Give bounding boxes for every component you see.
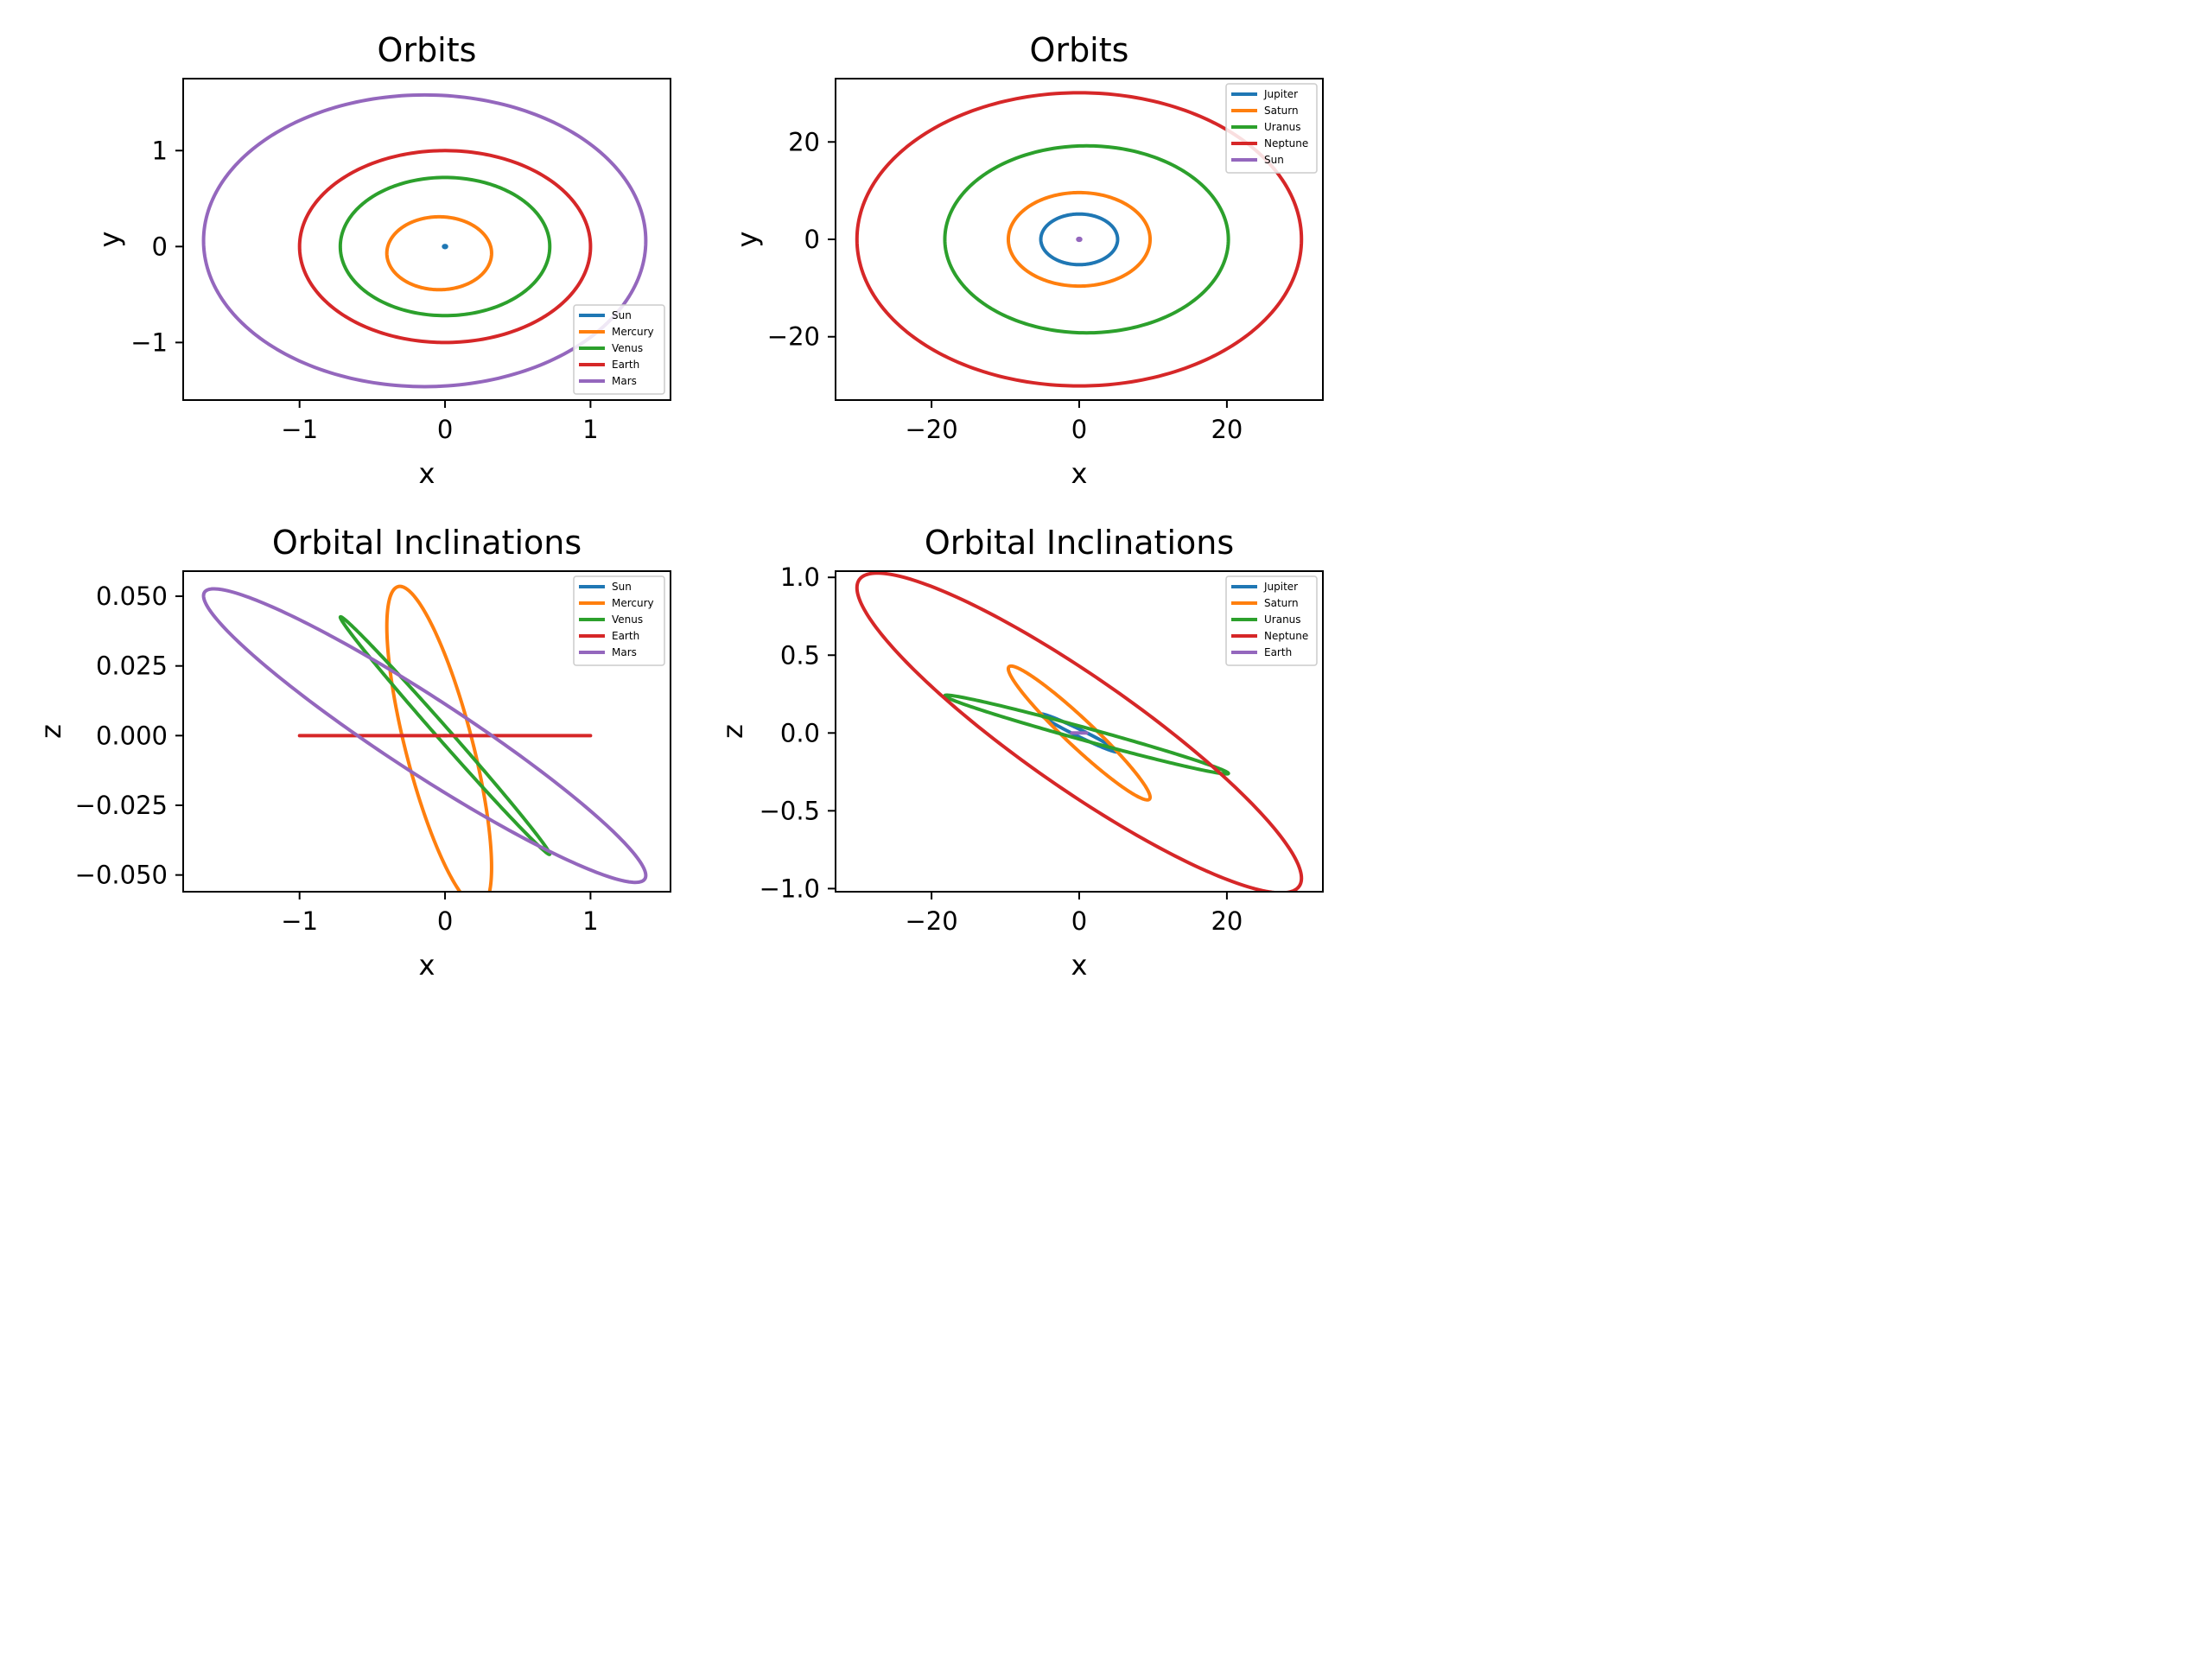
legend: Jupiter Saturn Uranus Neptune Earth [1225, 575, 1318, 666]
chart-title: Orbital Inclinations [272, 524, 582, 562]
y-axis-label: z [35, 724, 67, 739]
chart-title: Orbital Inclinations [925, 524, 1234, 562]
x-axis-label: x [1071, 457, 1088, 490]
legend: Sun Mercury Venus Earth Mars [573, 575, 665, 666]
subplot-inner-xz: −1 0 1 −0.050 −0.025 0.000 0.025 0.050 Orbital I… [35, 524, 671, 982]
x-tick-label: 0 [1071, 906, 1087, 936]
legend-entry-mercury: Mercury [612, 326, 654, 338]
series-line-uranus [943, 693, 1230, 776]
x-tick-label: 0 [1071, 415, 1087, 444]
y-tick-label: −1 [130, 327, 168, 357]
y-tick-label: 20 [788, 127, 820, 156]
y-tick-label: −0.025 [75, 791, 168, 820]
y-tick-label: 1 [152, 136, 168, 165]
y-tick-label: 0 [152, 232, 168, 261]
legend-box [573, 575, 665, 666]
x-axis-label: x [419, 457, 435, 490]
legend-entry-neptune: Neptune [1264, 630, 1308, 642]
x-axis-label: x [419, 949, 435, 982]
x-tick-label: 0 [437, 415, 453, 444]
axes-frame [182, 570, 671, 893]
legend-entry-neptune: Neptune [1264, 137, 1308, 149]
legend-entry-uranus: Uranus [1264, 121, 1301, 133]
legend-entry-mars: Mars [612, 646, 637, 658]
y-tick-label: 0.5 [780, 640, 820, 670]
legend-entry-mars: Mars [612, 375, 637, 387]
x-tick-label: 20 [1211, 906, 1243, 936]
series-line-sun [442, 244, 448, 250]
series-line-neptune [855, 91, 1304, 388]
x-tick-label: 1 [582, 906, 598, 936]
legend-entry-sun: Sun [1264, 154, 1284, 166]
series-line-mercury [385, 584, 493, 892]
y-tick-label: −0.5 [760, 796, 820, 825]
y-tick-label: −20 [767, 322, 820, 352]
y-axis-label: z [716, 724, 749, 739]
series-line-saturn [1006, 190, 1153, 289]
series-line-mercury [385, 214, 493, 292]
series-line-jupiter [1039, 212, 1120, 267]
legend-entry-venus: Venus [612, 342, 643, 354]
series-line-neptune [855, 571, 1304, 892]
x-tick-label: −20 [905, 906, 957, 936]
y-axis-label: y [93, 232, 126, 248]
legend-entry-jupiter: Jupiter [1263, 581, 1298, 593]
series-group [855, 571, 1304, 892]
y-tick-label: −1.0 [760, 874, 820, 903]
legend-entry-venus: Venus [612, 613, 643, 626]
legend-entry-saturn: Saturn [1264, 105, 1299, 117]
series-group [201, 584, 648, 892]
legend-entry-jupiter: Jupiter [1263, 88, 1298, 100]
axes-frame [182, 78, 671, 401]
series-line-earth [297, 149, 593, 345]
y-tick-label: 0 [804, 225, 820, 254]
figure: −1 0 1 −1 0 1 Orbits x y Sun Mercury Venus Earth Mars… [0, 0, 1348, 1011]
legend: Sun Mercury Venus Earth Mars [573, 304, 665, 395]
x-tick-label: −1 [281, 415, 318, 444]
y-tick-label: 0.0 [780, 718, 820, 747]
y-tick-label: 0.050 [96, 582, 168, 611]
series-line-uranus [943, 143, 1230, 335]
x-tick-label: 20 [1211, 415, 1243, 444]
series-line-venus [338, 175, 552, 318]
chart-title: Orbits [1030, 31, 1129, 69]
series-group [855, 91, 1304, 388]
legend-entry-earth: Earth [612, 630, 639, 642]
chart-title: Orbits [378, 31, 477, 69]
x-tick-label: −20 [905, 415, 957, 444]
y-tick-label: −0.050 [75, 861, 168, 890]
legend-entry-earth: Earth [1264, 646, 1292, 658]
x-tick-label: −1 [281, 906, 318, 936]
legend-entry-sun: Sun [612, 309, 632, 321]
series-group [201, 92, 648, 389]
x-axis-label: x [1071, 949, 1088, 982]
series-line-mars [201, 587, 648, 885]
subplot-inner-xy: −1 0 1 −1 0 1 Orbits x y Sun Mercury Venus Earth Mars [93, 31, 671, 490]
y-tick-label: 0.025 [96, 652, 168, 681]
legend-entry-sun: Sun [612, 581, 632, 593]
legend-entry-uranus: Uranus [1264, 613, 1301, 626]
y-tick-label: 0.000 [96, 721, 168, 750]
x-tick-label: 0 [437, 906, 453, 936]
legend-entry-earth: Earth [612, 359, 639, 371]
series-line-mars [201, 92, 648, 389]
y-tick-label: 1.0 [780, 563, 820, 592]
subplot-outer-xy: −20 0 20 −20 0 20 Orbits x y Jupiter Saturn Uranus N… [731, 31, 1324, 490]
legend-box [1225, 83, 1318, 174]
x-tick-label: 1 [582, 415, 598, 444]
y-axis-label: y [731, 232, 764, 248]
legend-box [573, 304, 665, 395]
series-line-venus [338, 614, 552, 856]
legend-entry-saturn: Saturn [1264, 597, 1299, 609]
legend-entry-mercury: Mercury [612, 597, 654, 609]
subplot-outer-xz: −20 0 20 −1.0 −0.5 0.0 0.5 1.0 Orbital Inclinati… [716, 524, 1324, 982]
series-line-sun [1076, 236, 1083, 243]
legend-box [1225, 575, 1318, 666]
legend: Jupiter Saturn Uranus Neptune Sun [1225, 83, 1318, 174]
